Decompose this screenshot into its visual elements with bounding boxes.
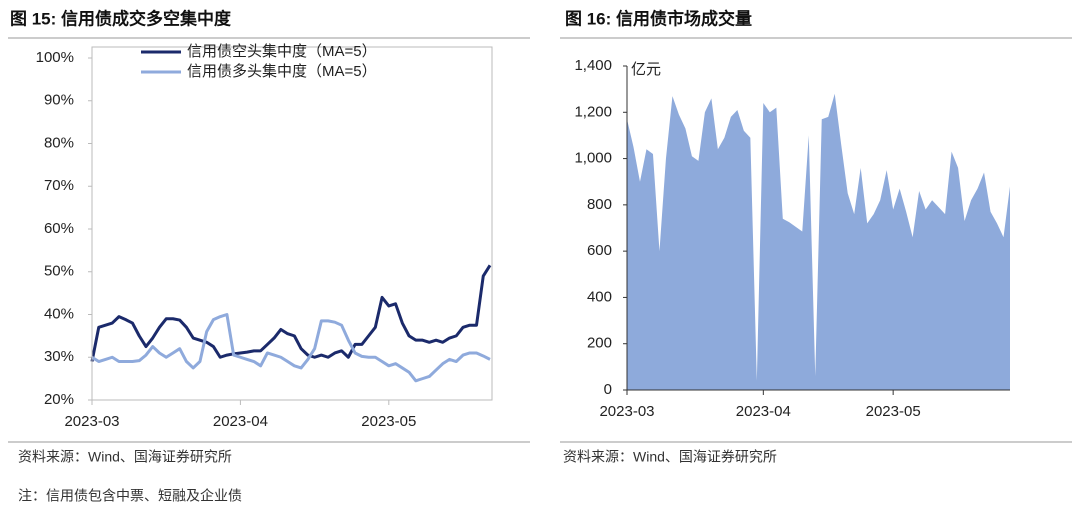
- y-tick-label: 1,400: [574, 57, 612, 74]
- source: 资料来源：Wind、国海证券研究所: [18, 449, 232, 465]
- y-tick-label: 400: [587, 288, 612, 305]
- source: 资料来源：Wind、国海证券研究所: [563, 449, 777, 465]
- x-tick-label: 2023-03: [64, 413, 119, 430]
- y-tick-label: 40%: [44, 305, 74, 322]
- y-tick-label: 600: [587, 242, 612, 259]
- y-tick-label: 80%: [44, 134, 74, 151]
- y-tick-label: 50%: [44, 263, 74, 280]
- y-tick-label: 70%: [44, 177, 74, 194]
- y-tick-label: 60%: [44, 220, 74, 237]
- y-tick-label: 30%: [44, 348, 74, 365]
- x-tick-label: 2023-05: [361, 413, 416, 430]
- y-tick-label: 1,000: [574, 150, 612, 167]
- note: 注：信用债包含中票、短融及企业债: [18, 488, 242, 504]
- line-series: [90, 264, 492, 362]
- y-tick-label: 90%: [44, 92, 74, 109]
- unit-label: 亿元: [631, 61, 661, 78]
- x-tick-label: 2023-03: [599, 403, 654, 420]
- legend-label: 信用债多头集中度（MA=5）: [187, 63, 377, 80]
- chart-title: 图 16: 信用债市场成交量: [565, 8, 752, 28]
- x-tick-label: 2023-04: [736, 403, 791, 420]
- y-tick-label: 20%: [44, 391, 74, 408]
- y-tick-label: 0: [604, 381, 612, 398]
- y-tick-label: 200: [587, 335, 612, 352]
- y-tick-label: 800: [587, 196, 612, 213]
- x-tick-label: 2023-04: [213, 413, 268, 430]
- line-series: [91, 313, 491, 383]
- legend-label: 信用债空头集中度（MA=5）: [187, 43, 377, 60]
- area-series: [627, 93, 1010, 391]
- chart-title: 图 15: 信用债成交多空集中度: [10, 8, 232, 28]
- y-tick-label: 1,200: [574, 103, 612, 120]
- y-tick-label: 100%: [36, 49, 74, 66]
- x-tick-label: 2023-05: [866, 403, 921, 420]
